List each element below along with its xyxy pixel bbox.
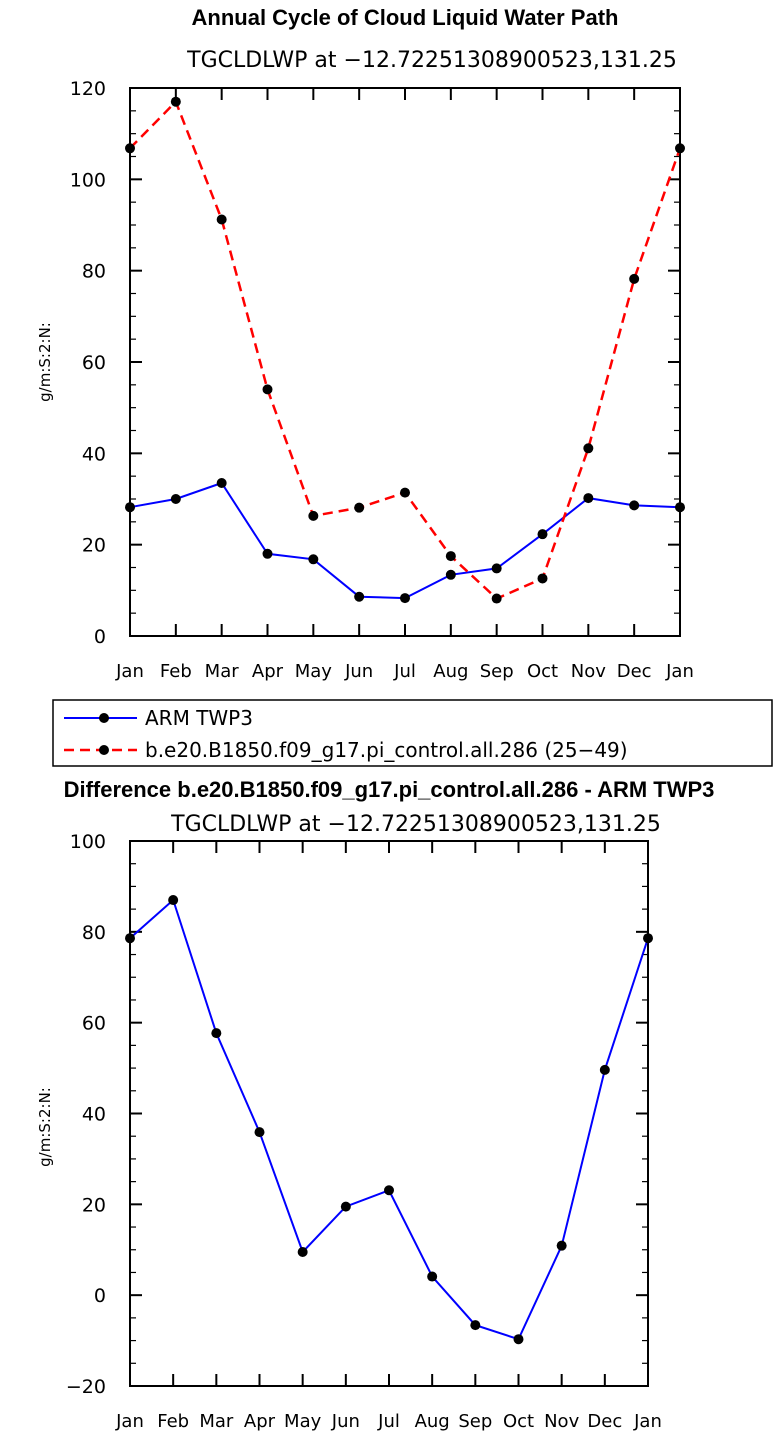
chart-title: Difference b.e20.B1850.f09_g17.pi_contro… [64, 777, 715, 802]
y-axis-label: g/m:S:2:N: [36, 322, 54, 402]
data-point [491, 593, 502, 604]
x-tick-label: Apr [252, 661, 284, 682]
data-point [583, 493, 594, 504]
y-axis-label: g/m:S:2:N: [36, 1087, 54, 1167]
x-tick-label: Jan [115, 1411, 144, 1432]
data-point [262, 548, 273, 559]
difference-chart: Difference b.e20.B1850.f09_g17.pi_contro… [36, 777, 714, 1432]
data-point [675, 143, 685, 154]
data-point [400, 593, 410, 604]
x-tick-label: Jun [331, 1411, 360, 1432]
x-tick-label: Sep [480, 661, 514, 682]
x-tick-label: Mar [205, 661, 240, 682]
data-point [125, 933, 135, 944]
y-tick-label: 100 [70, 169, 106, 191]
y-tick-label: 40 [82, 1104, 106, 1126]
chart-subtitle: TGCLDLWP at −12.72251308900523,131.25 [186, 48, 677, 73]
x-tick-label: Nov [544, 1411, 579, 1432]
y-tick-label: 60 [82, 352, 106, 374]
data-point [629, 500, 640, 511]
data-point [216, 214, 227, 225]
data-point [262, 384, 273, 395]
data-point [254, 1127, 265, 1138]
data-point [308, 554, 319, 565]
y-tick-label: 0 [94, 626, 106, 648]
legend-label-model: b.e20.B1850.f09_g17.pi_control.all.286 (… [145, 738, 628, 762]
chart-subtitle: TGCLDLWP at −12.72251308900523,131.25 [170, 812, 661, 837]
legend-marker-arm [99, 713, 109, 723]
plot-frame [129, 840, 649, 1387]
x-tick-label: Jan [115, 661, 144, 682]
legend-label-arm: ARM TWP3 [145, 706, 253, 730]
x-tick-label: Jan [633, 1411, 662, 1432]
data-point [675, 502, 685, 513]
data-point [354, 502, 365, 513]
x-tick-label: Jul [377, 1411, 400, 1432]
annual-cycle-chart: Annual Cycle of Cloud Liquid Water Path … [36, 5, 694, 682]
y-tick-label: 20 [82, 535, 106, 557]
x-tick-label: Aug [415, 1411, 450, 1432]
data-point [599, 1064, 610, 1075]
data-point [583, 443, 594, 454]
data-point [125, 143, 135, 154]
data-point [491, 563, 502, 574]
data-point [400, 487, 410, 498]
data-point [537, 573, 548, 584]
data-point [216, 478, 227, 489]
series-line-1 [129, 99, 682, 601]
legend-marker-model [99, 745, 109, 755]
y-tick-label: 80 [82, 922, 106, 944]
legend: ARM TWP3 b.e20.B1850.f09_g17.pi_control.… [52, 699, 773, 767]
x-tick-label: Oct [503, 1411, 534, 1432]
data-point [629, 273, 640, 284]
series-line-0 [129, 898, 649, 1341]
x-tick-label: Feb [160, 661, 192, 682]
data-point [384, 1185, 394, 1196]
x-tick-label: Nov [571, 661, 606, 682]
data-point [170, 96, 181, 107]
data-point [643, 933, 653, 944]
x-tick-label: May [284, 1411, 322, 1432]
x-tick-label: Apr [244, 1411, 276, 1432]
x-tick-label: Jul [393, 661, 416, 682]
y-tick-label: 120 [70, 78, 106, 100]
x-tick-label: Aug [433, 661, 468, 682]
data-point [556, 1240, 567, 1251]
x-tick-label: Jun [344, 661, 373, 682]
data-point [297, 1247, 308, 1258]
data-point [427, 1271, 438, 1282]
data-point [308, 510, 319, 521]
x-tick-label: Oct [527, 661, 558, 682]
data-point [537, 529, 548, 540]
x-tick-label: Mar [199, 1411, 234, 1432]
y-tick-label: 100 [70, 831, 106, 853]
y-tick-label: 80 [82, 261, 106, 283]
data-point [168, 895, 179, 906]
x-tick-label: May [295, 661, 333, 682]
plot-frame [129, 87, 681, 637]
y-tick-label: 20 [82, 1194, 106, 1216]
data-point [513, 1334, 524, 1345]
x-tick-label: Jan [665, 661, 694, 682]
chart-title: Annual Cycle of Cloud Liquid Water Path [192, 5, 619, 30]
data-point [445, 569, 456, 580]
y-tick-label: −20 [66, 1376, 106, 1398]
data-point [354, 591, 365, 602]
data-point [340, 1201, 351, 1212]
data-point [125, 502, 135, 513]
x-tick-label: Dec [587, 1411, 622, 1432]
y-tick-label: 0 [94, 1285, 106, 1307]
data-point [170, 494, 181, 504]
data-point [445, 551, 456, 562]
x-tick-label: Sep [458, 1411, 492, 1432]
legend-box [52, 699, 773, 767]
x-tick-label: Dec [617, 661, 652, 682]
series-line-0 [129, 481, 681, 600]
y-tick-label: 40 [82, 443, 106, 465]
data-point [211, 1028, 222, 1039]
data-point [470, 1320, 481, 1331]
y-tick-label: 60 [82, 1013, 106, 1035]
x-tick-label: Feb [157, 1411, 189, 1432]
